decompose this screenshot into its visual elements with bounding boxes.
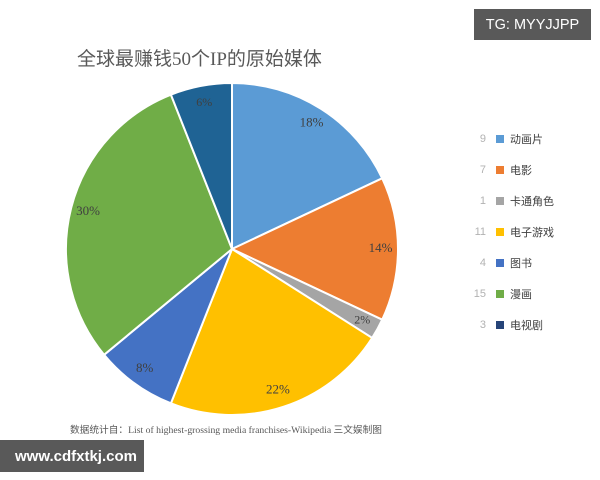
svg-text:8%: 8% [136, 360, 154, 375]
svg-text:18%: 18% [300, 115, 324, 130]
svg-text:6%: 6% [196, 95, 212, 109]
svg-text:2%: 2% [354, 312, 370, 326]
svg-text:22%: 22% [266, 381, 290, 396]
svg-text:14%: 14% [369, 240, 393, 255]
svg-text:30%: 30% [76, 203, 100, 218]
